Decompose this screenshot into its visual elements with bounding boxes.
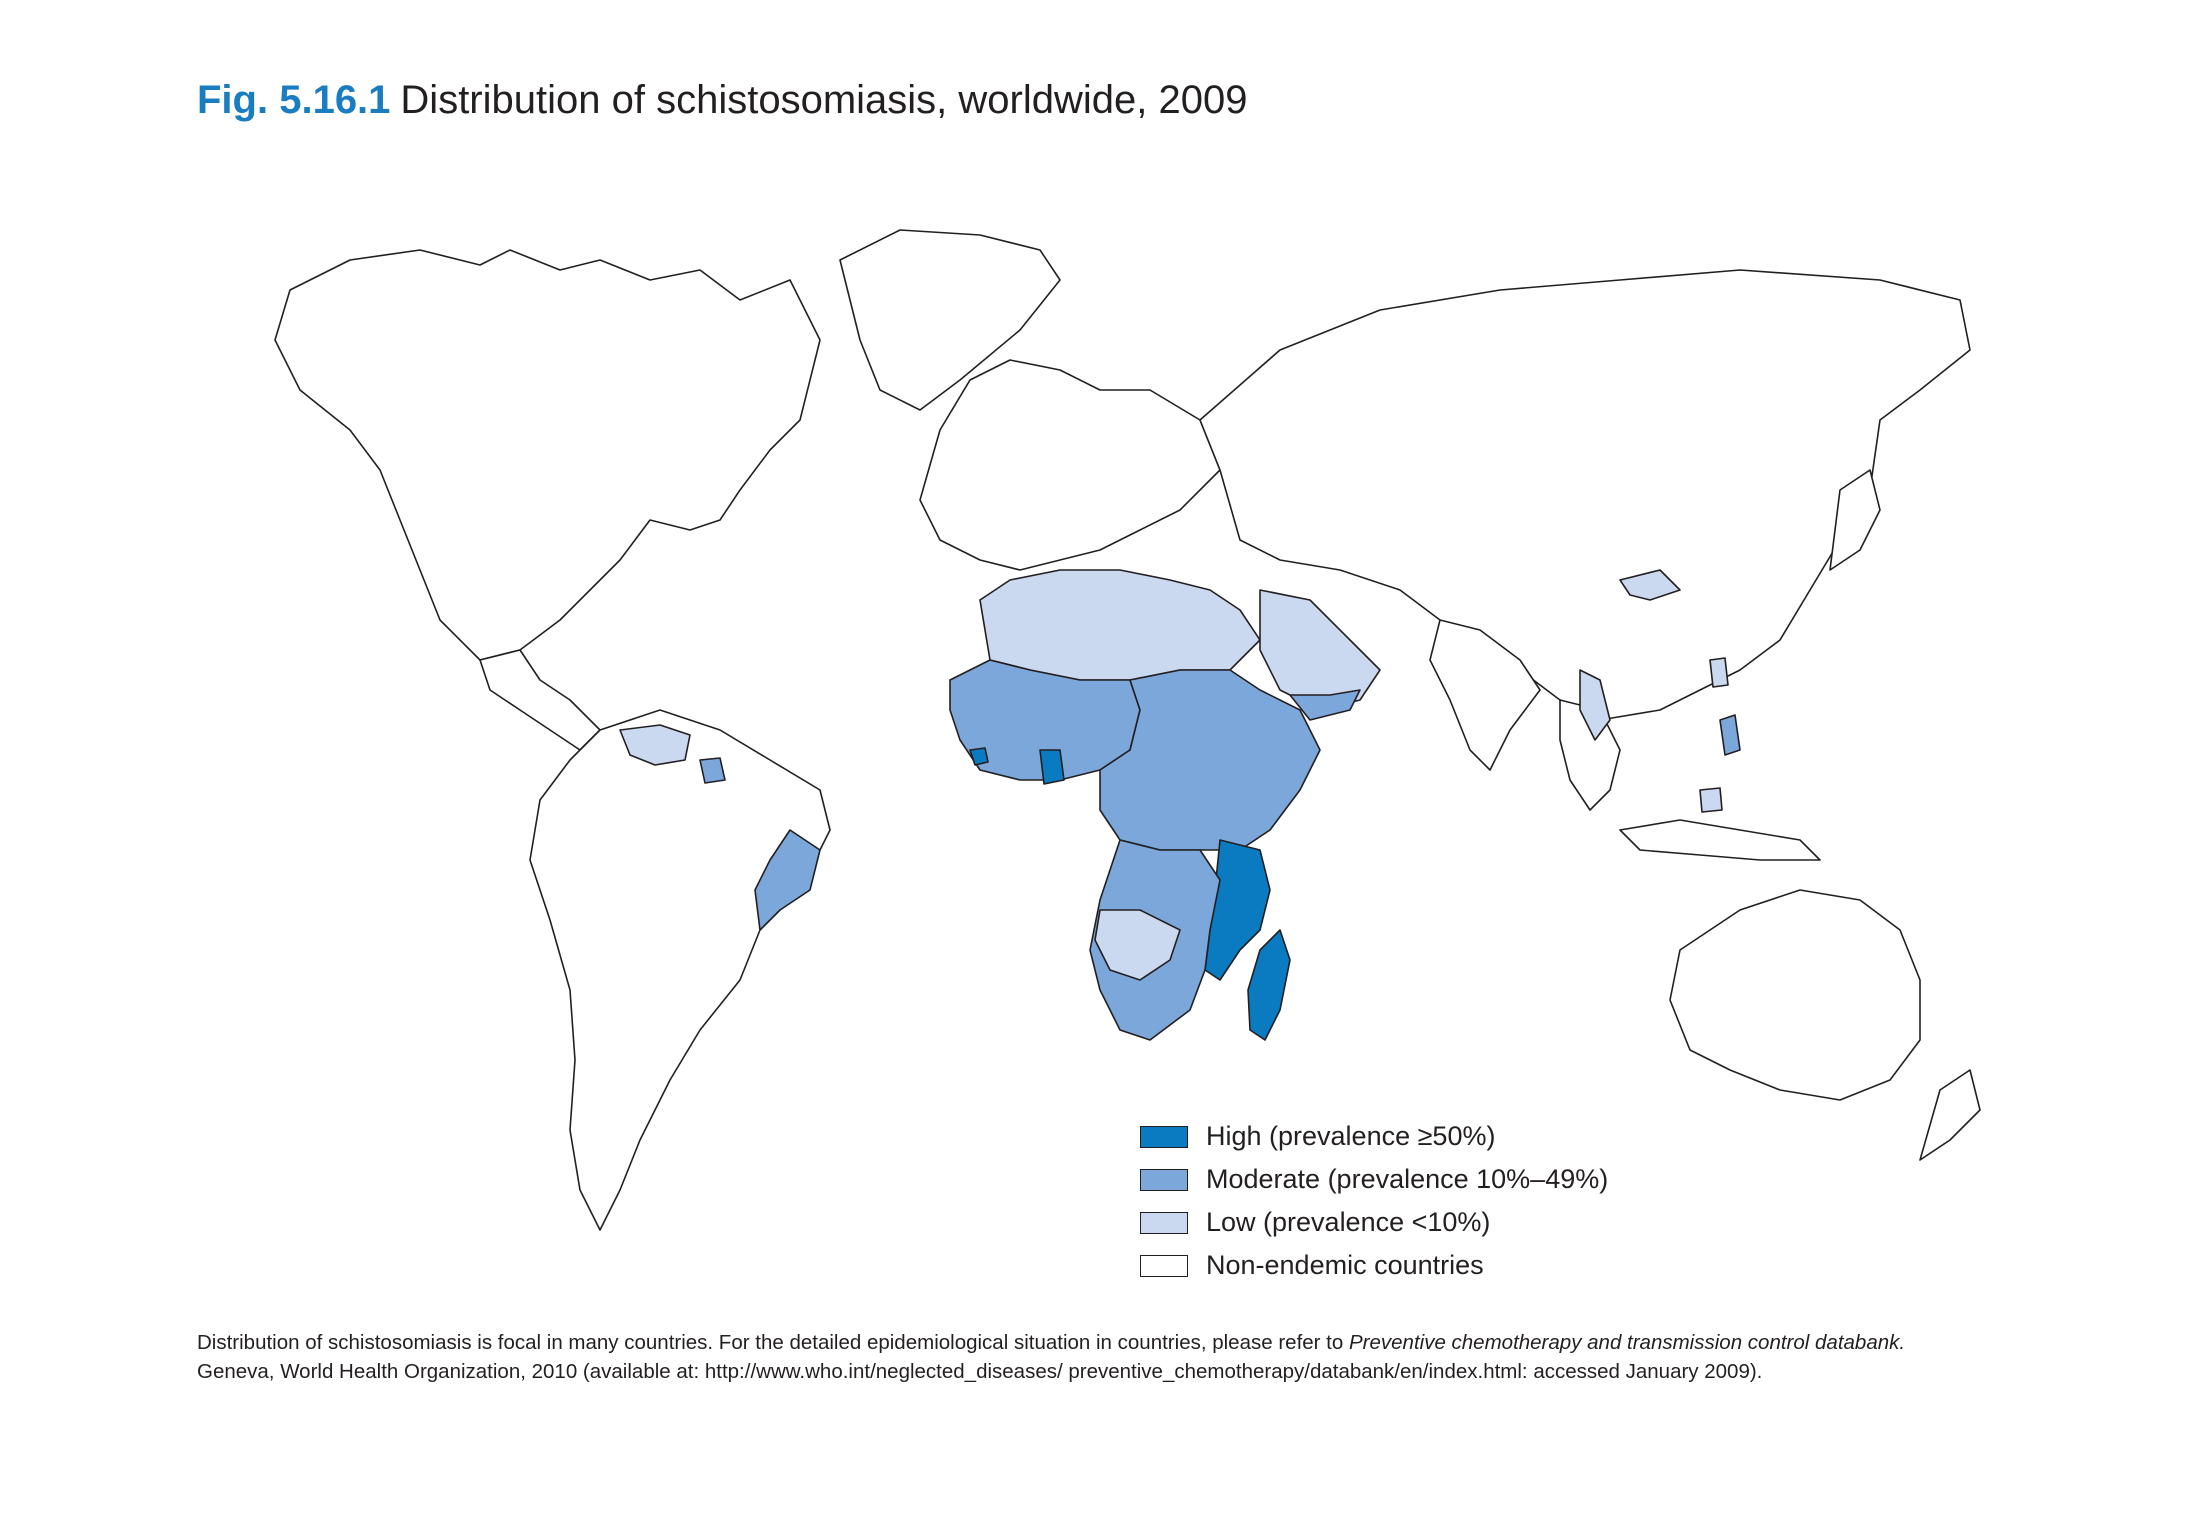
figure-number: Fig. 5.16.1 [197,78,391,122]
ghana [1039,749,1065,785]
footnote-line-2: Geneva, World Health Organization, 2010 … [197,1360,1763,1383]
footnote: Distribution of schistosomiasis is focal… [197,1328,1905,1386]
europe [919,359,1221,571]
legend-item-high: High (prevalence ≥50%) [1140,1115,1608,1158]
china-yangtze [1619,569,1681,601]
figure-caption: Distribution of schistosomiasis, worldwi… [400,78,1248,122]
legend-swatch-high [1140,1125,1188,1148]
new-zealand [1919,1069,1981,1161]
africa-southwest-low [1094,909,1181,981]
south-america [529,709,831,1231]
yemen [1289,689,1361,721]
madagascar [1247,929,1291,1041]
india [1429,619,1541,771]
figure-title: Fig. 5.16.1 Distribution of schistosomias… [197,78,1247,123]
world-map [180,190,2040,1300]
legend-swatch-low [1140,1211,1188,1234]
legend-label-low: Low (prevalence <10%) [1206,1207,1491,1237]
greenland [839,229,1061,411]
japan [1829,469,1881,571]
philippines [1719,714,1741,756]
north-america [274,249,821,661]
suriname [699,757,726,784]
philippines-north [1709,657,1729,688]
legend-swatch-moderate [1140,1168,1188,1191]
indonesia [1619,819,1821,861]
africa-north [979,569,1261,681]
legend-item-non-endemic: Non-endemic countries [1140,1244,1608,1287]
laos-cambodia [1579,669,1611,741]
sulawesi [1699,787,1723,813]
legend-item-moderate: Moderate (prevalence 10%–49%) [1140,1158,1608,1201]
australia [1669,889,1921,1101]
legend-swatch-non-endemic [1140,1254,1188,1277]
sierra-leone [969,747,989,766]
venezuela [619,724,691,766]
legend-label-high: High (prevalence ≥50%) [1206,1121,1496,1151]
asia [1199,269,1971,721]
footnote-line-1-text: Distribution of schistosomiasis is focal… [197,1331,1349,1354]
central-america [479,649,601,751]
brazil-coast [754,829,821,931]
footnote-line-1: Distribution of schistosomiasis is focal… [197,1328,1905,1357]
footnote-databank-title: Preventive chemotherapy and transmission… [1348,1331,1906,1354]
legend-label-non-endemic: Non-endemic countries [1206,1250,1484,1280]
legend-label-moderate: Moderate (prevalence 10%–49%) [1206,1164,1609,1194]
legend-item-low: Low (prevalence <10%) [1140,1201,1608,1244]
arabian-peninsula [1259,589,1381,711]
map-legend: High (prevalence ≥50%) Moderate (prevale… [1140,1115,1608,1287]
